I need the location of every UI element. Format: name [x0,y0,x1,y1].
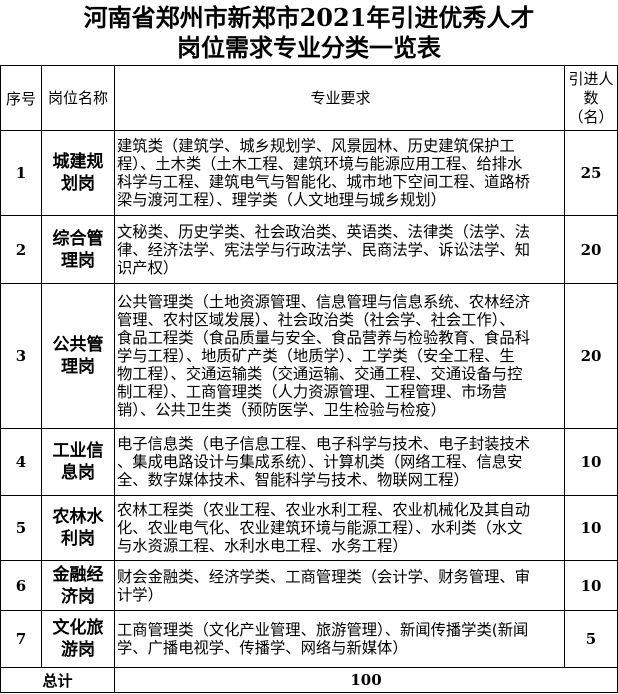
position-name-line: 文化旅 [52,618,104,638]
position-name-line: 城建规 [52,152,104,172]
requirement-line: 全、数字媒体技术、智能科学与技术、物联网工程） [117,471,469,489]
position-name-line: 综合管 [52,228,104,249]
position-name: 金融经 济岗 [41,560,115,611]
total-row: 总计 100 [0,667,618,693]
requirement: 文秘类、历史学类、社会政治类、英语类、法律类（法学、法 律、经济法学、宪法学与行政… [114,215,565,284]
position-name-line: 农林水 [52,507,104,527]
requirement-line: 律、经济法学、宪法学与行政法学、民商法学、诉讼法学、知 [117,240,531,259]
title-line-2: 岗位需求专业分类一览表 [177,33,441,62]
row-no: 7 [0,610,42,668]
requirement-line: 制工程）、工商管理类（人力资源管理、工程管理、市场营 [117,383,508,401]
header-count-line: （名） [568,107,614,126]
requirement-line: 梁与渡河工程）、理学类（人文地理与城乡规划） [117,191,446,209]
row-no: 3 [0,283,42,429]
requirement: 公共管理类（土地资源管理、信息管理与信息系统、农林经济 管理、农村区域发展）、社会… [114,283,565,429]
requirement-line: 电子信息类（电子信息工程、电子科学与技术、电子封装技术 [117,435,531,453]
requirement-line: 管理、农村区域发展）、社会政治类（社会学、社会工作）、 [117,311,515,329]
table-header: 序号 岗位名称 专业要求 引进人 数 （名） [0,65,618,131]
requirement-line: 学与工程）、地质矿产类（地质学）、工学类（安全工程、生 [117,347,515,365]
requirement-line: 公共管理类（土地资源管理、信息管理与信息系统、农林经济 [117,293,531,311]
requirement-line: 物工程）、交通运输类（交通运输、交通工程、交通设备与控 [117,365,523,383]
position-name: 文化旅 游岗 [41,610,115,668]
position-name-line: 公共管 [52,335,104,355]
requirement-line: 建筑类（建筑学、城乡规划学、风景园林、历史建筑保护工 [117,137,515,155]
title-line-1: 河南省郑州市新郑市2021年引进优秀人才 [83,3,535,32]
requirement: 建筑类（建筑学、城乡规划学、风景园林、历史建筑保护工 程）、土木类（土木工程、建筑… [114,130,565,216]
requirement-line: 文秘类、历史学类、社会政治类、英语类、法律类（法学、法 [117,222,531,241]
position-name-line: 理岗 [61,250,95,271]
header-requirement: 专业要求 [114,65,565,131]
position-name-line: 利岗 [61,529,95,549]
requirement-line: 程）、土木类（土木工程、建筑环境与能源应用工程、给排水 [117,155,523,173]
position-name: 农林水 利岗 [41,495,115,561]
total-label: 总计 [0,667,115,693]
recruit-count: 20 [564,215,618,284]
table-row: 3 公共管 理岗 公共管理类（土地资源管理、信息管理与信息系统、农林经济 管理、农村区域… [0,283,618,429]
table-row: 4 工业信 息岗 电子信息类（电子信息工程、电子科学与技术、电子封装技术 、集成电路设计… [0,428,618,496]
table-row: 2 综合管 理岗 文秘类、历史学类、社会政治类、英语类、法律类（法学、法 律、经济法学、… [0,215,618,284]
position-name-line: 济岗 [61,586,95,607]
job-requirements-table: 序号 岗位名称 专业要求 引进人 数 （名） 1 城建规 划岗 建筑类（建筑学、城乡规… [0,65,618,693]
requirement-line: 销）、公共卫生类（预防医学、卫生检验与检疫） [117,401,446,419]
requirement: 农林工程类（农业工程、农业水利工程、农业机械化及其自动 化、农业电气化、农业建筑环… [114,495,565,561]
requirement-line: 学、广播电视学、传播学、网络与新媒体） [117,639,408,657]
recruit-count: 25 [564,130,618,216]
position-name-line: 理岗 [61,357,95,377]
requirement-line: 农林工程类（农业工程、农业水利工程、农业机械化及其自动 [117,501,531,519]
requirement: 财会金融类、经济学类、工商管理类（会计学、财务管理、审 计学） [114,560,565,611]
position-name: 工业信 息岗 [41,428,115,496]
requirement-line: 、集成电路设计与集成系统）、计算机类（网络工程、信息安 [117,453,523,471]
position-name-line: 划岗 [61,174,95,194]
header-position: 岗位名称 [41,65,115,131]
position-name: 城建规 划岗 [41,130,115,216]
header-count: 引进人 数 （名） [564,65,618,131]
position-name: 综合管 理岗 [41,215,115,284]
page-title: 河南省郑州市新郑市2021年引进优秀人才 岗位需求专业分类一览表 [0,0,618,65]
recruit-count: 10 [564,428,618,496]
table-row: 5 农林水 利岗 农林工程类（农业工程、农业水利工程、农业机械化及其自动 化、农业电气化… [0,495,618,561]
position-name: 公共管 理岗 [41,283,115,429]
header-count-line: 引进人 [568,69,614,88]
table-row: 6 金融经 济岗 财会金融类、经济学类、工商管理类（会计学、财务管理、审 计学） 10 [0,560,618,611]
recruit-count: 5 [564,610,618,668]
table-row: 7 文化旅 游岗 工商管理类（文化产业管理、旅游管理）、新闻传播学类(新闻 学、广播电视… [0,610,618,668]
requirement-line: 科学与工程、建筑电气与智能化、城市地下空间工程、道路桥 [117,173,531,191]
recruit-count: 10 [564,495,618,561]
header-count-line: 数 [583,88,599,107]
row-no: 2 [0,215,42,284]
header-no: 序号 [0,65,42,131]
requirement-line: 食品工程类（食品质量与安全、食品营养与检验教育、食品科 [117,329,531,347]
position-name-line: 金融经 [52,564,104,585]
recruit-count: 20 [564,283,618,429]
requirement-line: 化、农业电气化、农业建筑环境与能源工程）、水利类（水文 [117,519,523,537]
requirement-line: 与水资源工程、水利水电工程、水务工程） [117,537,408,555]
row-no: 1 [0,130,42,216]
recruit-count: 10 [564,560,618,611]
requirement: 电子信息类（电子信息工程、电子科学与技术、电子封装技术 、集成电路设计与集成系统）… [114,428,565,496]
position-name-line: 工业信 [52,441,104,461]
table-row: 1 城建规 划岗 建筑类（建筑学、城乡规划学、风景园林、历史建筑保护工 程）、土木类（土… [0,130,618,216]
requirement-line: 识产权） [117,258,179,277]
requirement: 工商管理类（文化产业管理、旅游管理）、新闻传播学类(新闻 学、广播电视学、传播学、… [114,610,565,668]
requirement-line: 工商管理类（文化产业管理、旅游管理）、新闻传播学类(新闻 [117,621,529,639]
position-name-line: 游岗 [61,640,95,660]
total-value: 100 [114,667,618,693]
requirement-line: 计学） [117,585,163,604]
requirement-line: 财会金融类、经济学类、工商管理类（会计学、财务管理、审 [117,567,531,586]
position-name-line: 息岗 [61,463,95,483]
row-no: 4 [0,428,42,496]
row-no: 6 [0,560,42,611]
row-no: 5 [0,495,42,561]
